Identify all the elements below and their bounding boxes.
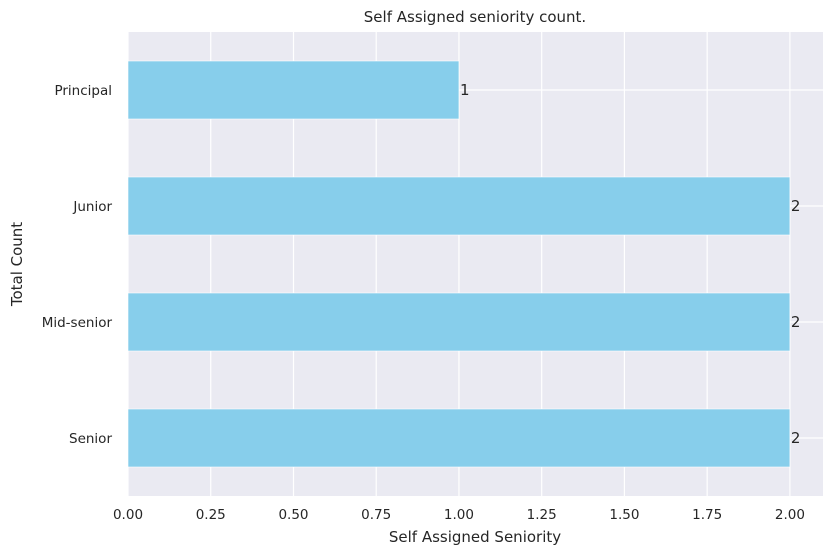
y-tick-label: Senior (69, 431, 112, 447)
x-tick-label: 1.00 (444, 507, 474, 523)
x-tick-label: 0.50 (278, 507, 308, 523)
chart-title: Self Assigned seniority count. (364, 8, 586, 26)
x-tick-label: 1.75 (692, 507, 722, 523)
y-tick-label: Junior (72, 199, 112, 215)
y-tick-labels: Principal Junior Mid-senior Senior (42, 83, 113, 447)
bar-junior (127, 176, 791, 236)
x-tick-label: 0.25 (196, 507, 226, 523)
data-label: 2 (791, 429, 801, 447)
x-tick-label: 1.25 (527, 507, 557, 523)
x-tick-label: 0.00 (113, 507, 143, 523)
bar-senior (127, 408, 791, 468)
data-label: 1 (460, 81, 470, 99)
x-axis-label: Self Assigned Seniority (389, 528, 561, 546)
bars (127, 60, 791, 468)
x-tick-labels: 0.00 0.25 0.50 0.75 1.00 1.25 1.50 1.75 2.00 (113, 507, 805, 523)
bar-principal (127, 60, 460, 120)
bar-mid-senior (127, 292, 791, 352)
x-tick-label: 1.50 (609, 507, 639, 523)
y-tick-label: Principal (54, 83, 112, 99)
y-tick-label: Mid-senior (42, 315, 113, 331)
data-label: 2 (791, 313, 801, 331)
data-label: 2 (791, 197, 801, 215)
x-tick-label: 0.75 (361, 507, 391, 523)
x-tick-label: 2.00 (775, 507, 805, 523)
data-labels: 1 2 2 2 (460, 81, 800, 447)
y-axis-label: Total Count (8, 222, 26, 307)
